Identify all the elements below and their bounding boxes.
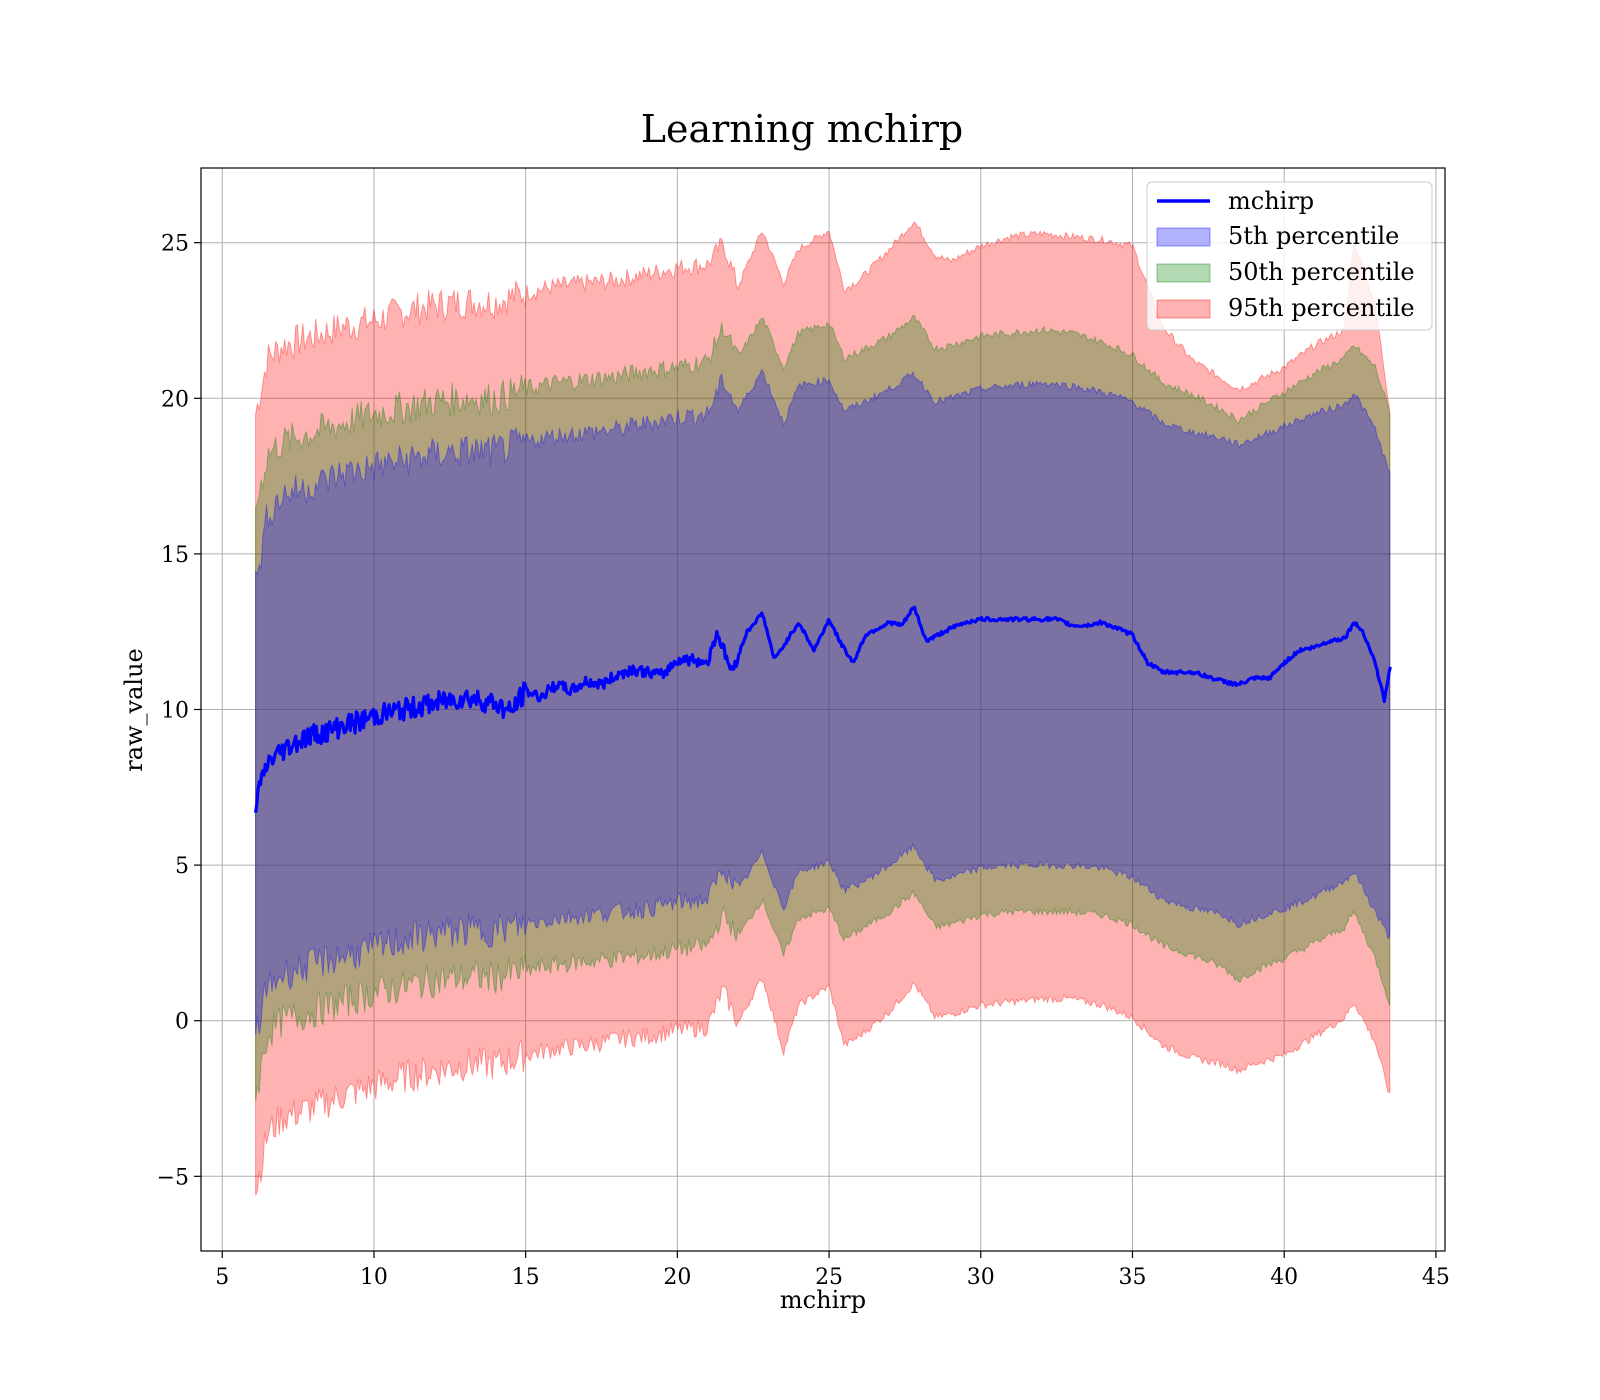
y-tick-label: 15 [161, 543, 189, 568]
series-line-group [254, 605, 1392, 813]
x-tick-label: 30 [967, 1265, 995, 1290]
legend-label-5th: 5th percentile [1228, 222, 1399, 250]
legend-swatch-50th [1156, 263, 1211, 283]
legend-label-95th: 95th percentile [1228, 294, 1415, 322]
grid [201, 168, 1445, 1251]
y-axis-ticks: −5 0 5 10 15 20 25 [157, 232, 201, 1190]
chart-title: Learning mchirp [641, 107, 963, 151]
x-tick-label: 25 [815, 1265, 843, 1290]
x-tick-label: 5 [215, 1265, 229, 1290]
percentile-bands [255, 221, 1391, 1196]
x-tick-label: 45 [1422, 1265, 1450, 1290]
y-tick-label: 5 [175, 854, 189, 879]
x-tick-label: 20 [663, 1265, 691, 1290]
band-95th-percentile [255, 221, 1391, 1196]
y-tick-label: 0 [175, 1010, 189, 1035]
x-axis-label: mchirp [780, 1286, 866, 1314]
y-tick-label: 10 [161, 699, 189, 724]
legend-swatch-95th [1156, 299, 1211, 319]
band-5th-percentile [255, 368, 1391, 1035]
legend-swatch-5th [1156, 227, 1211, 247]
x-tick-label: 10 [360, 1265, 388, 1290]
y-tick-label: 20 [161, 387, 189, 412]
legend-frame [1146, 181, 1433, 331]
legend-label-mchirp: mchirp [1228, 187, 1314, 215]
x-tick-label: 40 [1270, 1265, 1298, 1290]
y-tick-label: −5 [157, 1165, 189, 1190]
y-axis-label: raw_value [120, 648, 148, 772]
band-50th-percentile [255, 315, 1391, 1101]
x-tick-label: 35 [1118, 1265, 1146, 1290]
y-tick-label: 25 [161, 232, 189, 257]
x-tick-label: 15 [512, 1265, 540, 1290]
legend: mchirp 5th percentile 50th percentile 95… [1146, 181, 1433, 331]
x-axis-ticks: 5 10 15 20 25 30 35 40 45 [215, 1251, 1450, 1290]
legend-label-50th: 50th percentile [1228, 258, 1415, 286]
series-line-mchirp [254, 605, 1392, 813]
